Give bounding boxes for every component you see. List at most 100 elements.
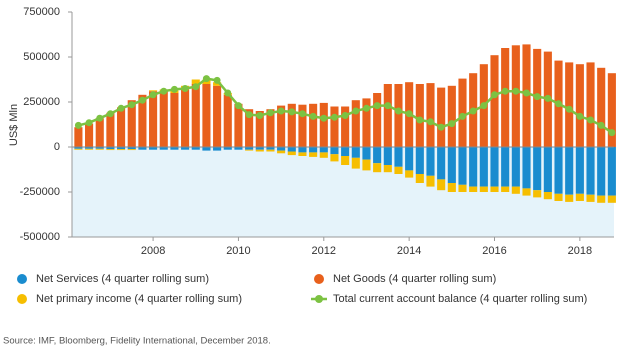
- bar-segment: [426, 83, 435, 147]
- line-marker: [384, 102, 392, 110]
- bar-segment: [533, 190, 542, 198]
- line-marker: [512, 87, 520, 95]
- bar-segment: [277, 150, 286, 154]
- bar-segment: [469, 186, 478, 192]
- line-marker: [277, 107, 285, 115]
- bar-segment: [447, 85, 456, 147]
- bar-segment: [458, 184, 467, 192]
- bar-segment: [287, 147, 296, 152]
- bar-segment: [181, 89, 190, 147]
- line-marker: [74, 121, 82, 129]
- bar-segment: [426, 147, 435, 176]
- bar-segment: [213, 147, 222, 151]
- bar-segment: [490, 55, 499, 148]
- bar-segment: [85, 123, 94, 147]
- bar-segment: [330, 106, 339, 147]
- bar-segment: [181, 147, 190, 150]
- bar-segment: [277, 105, 286, 147]
- line-marker: [608, 129, 616, 137]
- legend-label: Net primary income (4 quarter rolling su…: [36, 293, 242, 305]
- bar-segment: [501, 147, 510, 187]
- bar-segment: [490, 186, 499, 192]
- bar-segment: [383, 84, 392, 147]
- bar-segment: [117, 107, 126, 147]
- bar-segment: [149, 90, 158, 92]
- bar-segment: [501, 186, 510, 192]
- bar-segment: [447, 147, 456, 183]
- bar-segment: [202, 84, 211, 147]
- bar-segment: [501, 48, 510, 147]
- bar-segment: [405, 147, 414, 171]
- bar-segment: [607, 147, 616, 196]
- bar-segment: [159, 147, 168, 150]
- bar-segment: [95, 118, 104, 147]
- bar-segment: [245, 109, 254, 147]
- bar-segment: [511, 147, 520, 187]
- bar-segment: [575, 193, 584, 201]
- line-marker: [213, 76, 221, 84]
- bar-segment: [309, 152, 318, 157]
- bar-segment: [277, 147, 286, 151]
- bar-segment: [298, 147, 307, 153]
- bar-segment: [106, 147, 115, 150]
- bar-segment: [522, 188, 531, 196]
- bar-segment: [437, 147, 446, 180]
- bar-segment: [362, 159, 371, 171]
- bar-segment: [607, 195, 616, 203]
- x-tick-label: 2014: [397, 245, 421, 257]
- bar-segment: [490, 147, 499, 187]
- line-marker: [437, 123, 445, 131]
- bar-segment: [149, 91, 158, 147]
- line-marker: [533, 93, 541, 101]
- line-marker: [149, 91, 157, 99]
- line-marker: [544, 94, 552, 102]
- line-marker: [256, 112, 264, 119]
- bar-segment: [458, 78, 467, 147]
- bar-segment: [373, 163, 382, 173]
- bar-segment: [383, 147, 392, 165]
- bar-segment: [266, 147, 275, 150]
- line-marker: [341, 112, 349, 119]
- bar-segment: [127, 100, 136, 147]
- line-marker: [288, 108, 296, 116]
- bar-segment: [469, 147, 478, 187]
- bar-segment: [586, 62, 595, 147]
- line-marker: [330, 113, 338, 121]
- bar-segment: [362, 98, 371, 147]
- line-marker: [555, 100, 563, 108]
- bar-segment: [85, 148, 94, 150]
- x-tick-label: 2016: [482, 245, 506, 257]
- legend-label: Net Services (4 quarter rolling sum): [36, 273, 209, 285]
- bar-segment: [266, 109, 275, 147]
- x-tick-label: 2010: [226, 245, 250, 257]
- bar-segment: [117, 147, 126, 150]
- bar-segment: [85, 147, 94, 149]
- bar-segment: [458, 147, 467, 185]
- bar-segment: [394, 166, 403, 174]
- bar-segment: [223, 147, 232, 150]
- bar-segment: [373, 147, 382, 164]
- bar-segment: [319, 102, 328, 147]
- bar-segment: [447, 183, 456, 192]
- bar-segment: [298, 104, 307, 147]
- bar-segment: [127, 149, 136, 151]
- bar-segment: [255, 147, 264, 150]
- bar-segment: [565, 194, 574, 202]
- bar-segment: [415, 84, 424, 147]
- bar-segment: [341, 106, 350, 147]
- line-marker: [298, 110, 306, 118]
- line-marker: [320, 114, 328, 122]
- bar-segment: [341, 156, 350, 165]
- bar-segment: [351, 100, 360, 147]
- bar-segment: [597, 67, 606, 147]
- bar-segment: [533, 147, 542, 191]
- bar-segment: [543, 147, 552, 192]
- bar-segment: [255, 149, 264, 152]
- bar-segment: [202, 147, 211, 151]
- bar-segment: [234, 103, 243, 147]
- line-marker: [352, 107, 360, 115]
- line-marker: [394, 107, 402, 115]
- legend-label: Net Goods (4 quarter rolling sum): [333, 273, 496, 285]
- bar-segment: [607, 73, 616, 147]
- line-marker: [480, 102, 488, 110]
